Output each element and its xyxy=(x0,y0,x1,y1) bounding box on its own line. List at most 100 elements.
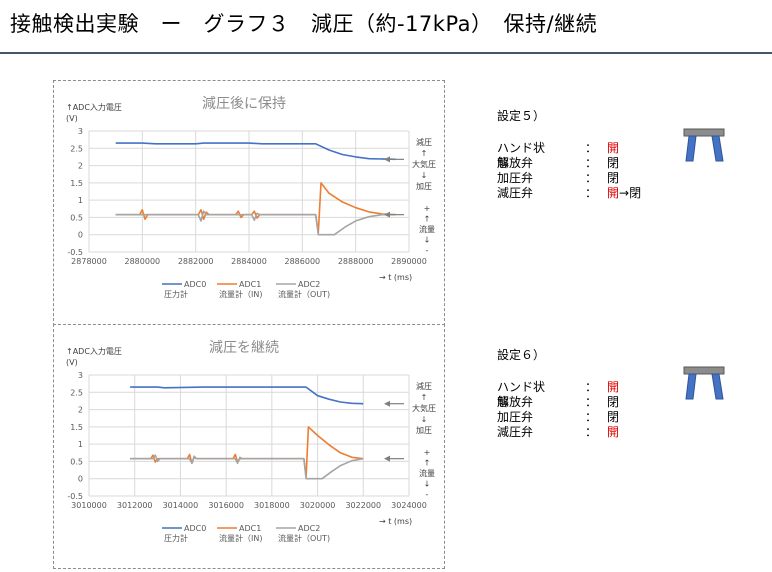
x-axis-label: → t (ms) xyxy=(379,273,412,282)
setting-row-depressurize: 減圧弁 ： 開→閉 xyxy=(497,186,641,201)
setting-colon: ： xyxy=(585,171,598,185)
annotation-pressure-scale: 大気圧 xyxy=(412,159,436,169)
annotation-pressure-scale: ↑ xyxy=(421,149,428,158)
x-tick-label: 2880000 xyxy=(125,257,161,266)
x-tick-label: 2886000 xyxy=(285,257,321,266)
annotation-pressure-scale: 減圧 xyxy=(416,381,432,391)
legend-entry: ADC2 xyxy=(298,524,320,533)
x-tick-label: 3016000 xyxy=(208,501,244,510)
x-tick-label: 2878000 xyxy=(71,257,107,266)
y-axis-label: ↑ADC入力電圧 xyxy=(66,102,122,112)
x-tick-label: 3024000 xyxy=(391,501,427,510)
settings-heading: 設定６） xyxy=(497,348,546,362)
x-axis-label: → t (ms) xyxy=(379,517,412,526)
annotation-pressure-scale: 減圧 xyxy=(416,137,432,147)
x-tick-label: 2882000 xyxy=(178,257,214,266)
setting-value: 閉 xyxy=(607,171,620,185)
series-line-adc0 xyxy=(115,142,396,161)
legend-entry-sub: 圧力計 xyxy=(164,533,188,543)
y-axis-label: ↑ADC入力電圧 xyxy=(66,346,122,356)
setting-value: 開 xyxy=(607,425,620,439)
x-tick-label: 3012000 xyxy=(117,501,153,510)
settings-heading: 設定５） xyxy=(497,109,546,123)
y-tick-label: 3 xyxy=(78,371,83,380)
chart-hold-svg: 減圧後に保持 ↑ADC入力電圧 (V) -0.5 0 0.5 1 1.5 2 2.5 3 287800… xyxy=(66,95,436,299)
setting-value: 開 xyxy=(607,141,620,155)
y-tick-label: 1.5 xyxy=(70,179,83,188)
annotation-flow-scale: ↓ xyxy=(424,236,431,245)
y-tick-label: -0.5 xyxy=(67,492,83,501)
setting-colon: ： xyxy=(585,410,598,424)
settings-block-6: 設定６） ハンド状態 ： 開 解放弁 ： 閉 加圧弁 ： 閉 減圧弁 ： 開 xyxy=(497,346,619,440)
annotation-flow-scale: ↑ xyxy=(424,459,431,468)
legend-entry: ADC1 xyxy=(239,524,261,533)
setting-row-pressurize: 加圧弁 ： 閉 xyxy=(497,171,619,186)
x-tick-label: 3020000 xyxy=(300,501,336,510)
setting-row-release: 解放弁 ： 閉 xyxy=(497,395,619,410)
arrowhead xyxy=(384,400,390,407)
arrowhead xyxy=(384,211,390,218)
annotation-flow-scale: + xyxy=(424,204,431,213)
setting-value: 閉 xyxy=(607,156,620,170)
chart-title: 減圧後に保持 xyxy=(202,95,286,112)
setting-row-release: 解放弁 ： 閉 xyxy=(497,156,619,171)
x-tick-label: 2888000 xyxy=(338,257,374,266)
y-tick-label: 2 xyxy=(78,162,83,171)
chart-continue-svg: 減圧を継続 ↑ADC入力電圧 (V) -0.5 0 0.5 1 1.5 2 2.5 3 3010000… xyxy=(66,339,436,543)
legend-entry: ADC0 xyxy=(184,524,206,533)
y-tick-label: 0 xyxy=(78,231,83,240)
chart-title: 減圧を継続 xyxy=(209,339,279,356)
y-tick-label: 0.5 xyxy=(70,457,83,466)
annotation-pressure-scale: ↓ xyxy=(421,415,428,424)
y-tick-label: 2.5 xyxy=(70,144,83,153)
legend-entry-sub: 流量計（OUT) xyxy=(278,533,330,543)
setting-colon: ： xyxy=(585,156,598,170)
legend-entry: ADC0 xyxy=(184,280,206,289)
annotation-pressure-scale: ↑ xyxy=(421,393,428,402)
setting-row-hand: ハンド状態 ： 開 xyxy=(497,141,619,170)
y-tick-label: 1 xyxy=(78,440,83,449)
setting-colon: ： xyxy=(585,395,598,409)
y-tick-label: 1 xyxy=(78,196,83,205)
chart-panel-hold: 減圧後に保持 ↑ADC入力電圧 (V) -0.5 0 0.5 1 1.5 2 2.5 3 287800… xyxy=(53,80,445,326)
setting-value: 閉 xyxy=(607,410,620,424)
x-tick-label: 3014000 xyxy=(163,501,199,510)
x-tick-label: 3022000 xyxy=(345,501,381,510)
setting-label: 減圧弁 xyxy=(497,425,534,439)
setting-value: 開 xyxy=(607,380,620,394)
setting-row-hand: ハンド状態 ： 開 xyxy=(497,380,619,409)
series-line-adc2 xyxy=(130,454,364,480)
y-tick-label: -0.5 xyxy=(67,248,83,257)
series-line-adc1 xyxy=(115,182,396,234)
setting-label: 加圧弁 xyxy=(497,410,534,424)
setting-row-pressurize: 加圧弁 ： 閉 xyxy=(497,410,619,425)
series-line-adc0 xyxy=(130,386,364,405)
setting-colon: ： xyxy=(585,141,598,155)
annotation-flow-scale: ↑ xyxy=(424,215,431,224)
settings-block-5: 設定５） ハンド状態 ： 開 解放弁 ： 閉 加圧弁 ： 閉 減圧弁 ： 開→閉 xyxy=(497,107,641,201)
setting-label: ハンド状態 xyxy=(497,141,546,170)
setting-colon: ： xyxy=(585,380,598,394)
annotation-flow-scale: + xyxy=(424,448,431,457)
annotation-flow-scale: ↓ xyxy=(424,480,431,489)
legend-entry-sub: 圧力計 xyxy=(164,289,188,299)
y-tick-label: 0.5 xyxy=(70,213,83,222)
annotation-pressure-scale: 加圧 xyxy=(416,425,432,435)
legend-entry: ADC1 xyxy=(239,280,261,289)
setting-colon: ： xyxy=(585,425,598,439)
annotation-flow-scale: - xyxy=(426,490,429,499)
gripper-open-icon xyxy=(683,128,725,162)
legend-entry-sub: 流量計（OUT) xyxy=(278,289,330,299)
y-axis-label: (V) xyxy=(66,358,78,367)
legend-entry-sub: 流量計（IN) xyxy=(219,533,262,543)
x-tick-label: 2884000 xyxy=(231,257,267,266)
setting-label: 加圧弁 xyxy=(497,171,534,185)
x-tick-label: 3010000 xyxy=(71,501,107,510)
legend-entry-sub: 流量計（IN) xyxy=(219,289,262,299)
setting-label: 解放弁 xyxy=(497,395,534,409)
gripper-open-icon xyxy=(683,366,725,400)
series-line-adc1 xyxy=(130,426,364,478)
chart-panel-continue: 減圧を継続 ↑ADC入力電圧 (V) -0.5 0 0.5 1 1.5 2 2.5 3 3010000… xyxy=(53,324,445,569)
setting-value: 開→閉 xyxy=(607,186,642,200)
y-tick-label: 0 xyxy=(78,475,83,484)
